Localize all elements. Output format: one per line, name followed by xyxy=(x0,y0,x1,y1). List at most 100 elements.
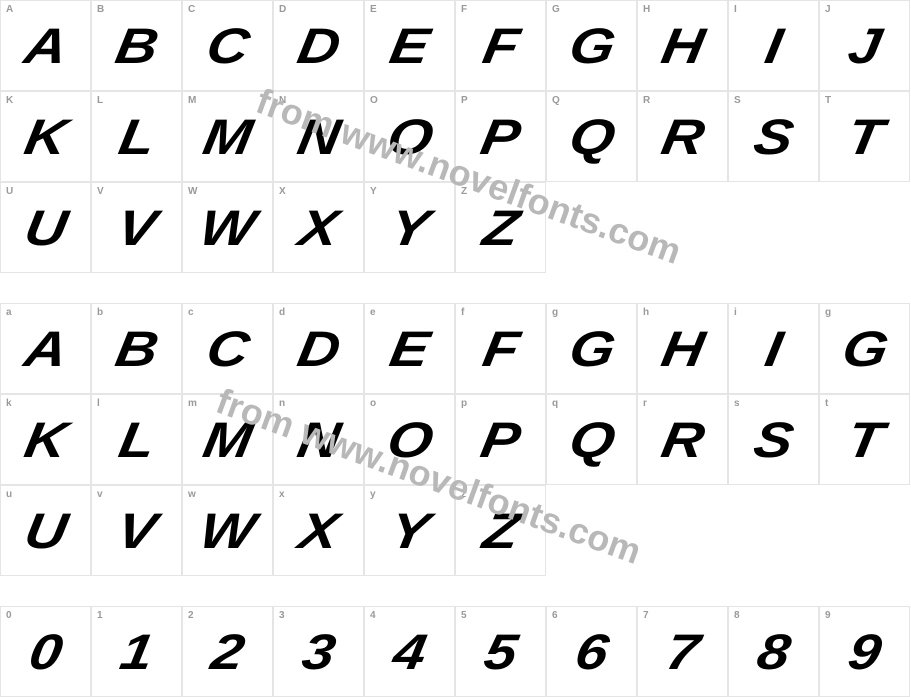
charmap-cell: PP xyxy=(455,91,546,182)
glyph: W xyxy=(197,506,259,556)
charmap-cell: AA xyxy=(0,0,91,91)
glyph: M xyxy=(200,415,256,465)
glyph: K xyxy=(21,112,70,162)
glyph: P xyxy=(477,415,523,465)
glyph: A xyxy=(21,21,70,71)
charmap-cell: KK xyxy=(0,91,91,182)
glyph: U xyxy=(21,203,70,253)
glyph: J xyxy=(845,21,885,71)
glyph-wrap: G xyxy=(547,304,636,393)
glyph-wrap: E xyxy=(365,304,454,393)
charmap-cell: 88 xyxy=(728,606,819,697)
charmap-cell: kK xyxy=(0,394,91,485)
glyph: 6 xyxy=(572,627,612,677)
charmap-cell: lL xyxy=(91,394,182,485)
glyph: Y xyxy=(386,506,432,556)
glyph-wrap: K xyxy=(1,92,90,181)
glyph-wrap: P xyxy=(456,395,545,484)
glyph-wrap: 6 xyxy=(547,607,636,696)
charmap-cell: aA xyxy=(0,303,91,394)
charmap-cell: RR xyxy=(637,91,728,182)
glyph: O xyxy=(383,415,435,465)
glyph-wrap: S xyxy=(729,395,818,484)
charmap-cell: 99 xyxy=(819,606,910,697)
charmap-row: aAbBcCdDeEfFgGhHiIgG xyxy=(0,303,911,394)
charmap-row: AABBCCDDEEFFGGHHIIJJ xyxy=(0,0,911,91)
charmap-cell: NN xyxy=(273,91,364,182)
glyph: 4 xyxy=(390,627,430,677)
glyph-wrap: J xyxy=(820,1,909,90)
glyph: D xyxy=(294,21,343,71)
charmap-cell: nN xyxy=(273,394,364,485)
charmap-cell: qQ xyxy=(546,394,637,485)
charmap-cell: yY xyxy=(364,485,455,576)
glyph: R xyxy=(658,415,707,465)
glyph: Q xyxy=(565,112,617,162)
glyph-wrap: 8 xyxy=(729,607,818,696)
glyph-wrap: G xyxy=(820,304,909,393)
glyph: Z xyxy=(479,203,522,253)
charmap-cell: fF xyxy=(455,303,546,394)
glyph-wrap: Z xyxy=(456,486,545,575)
glyph: I xyxy=(762,21,786,71)
glyph: G xyxy=(565,21,617,71)
charmap-cell: 33 xyxy=(273,606,364,697)
glyph-wrap: W xyxy=(183,183,272,272)
charmap-cell: cC xyxy=(182,303,273,394)
glyph-wrap: O xyxy=(365,92,454,181)
glyph-wrap: I xyxy=(729,304,818,393)
glyph: W xyxy=(197,203,259,253)
glyph: N xyxy=(294,112,343,162)
glyph-wrap: Y xyxy=(365,486,454,575)
glyph: V xyxy=(113,203,159,253)
charmap-cell: 22 xyxy=(182,606,273,697)
glyph: T xyxy=(843,112,886,162)
section-gap xyxy=(0,576,911,606)
glyph: 2 xyxy=(208,627,248,677)
glyph: Y xyxy=(386,203,432,253)
glyph: H xyxy=(658,21,707,71)
glyph: T xyxy=(843,415,886,465)
glyph: K xyxy=(21,415,70,465)
glyph: X xyxy=(295,506,341,556)
glyph-wrap: L xyxy=(92,92,181,181)
glyph-wrap: X xyxy=(274,486,363,575)
charmap-cell: 66 xyxy=(546,606,637,697)
glyph-wrap: C xyxy=(183,1,272,90)
charmap-cell: HH xyxy=(637,0,728,91)
section-gap xyxy=(0,273,911,303)
glyph-wrap: Z xyxy=(456,183,545,272)
glyph-wrap: C xyxy=(183,304,272,393)
glyph: N xyxy=(294,415,343,465)
glyph-wrap: M xyxy=(183,395,272,484)
charmap-row: 00112233445566778899 xyxy=(0,606,911,697)
glyph-wrap: S xyxy=(729,92,818,181)
charmap-cell: pP xyxy=(455,394,546,485)
charmap-cell: DD xyxy=(273,0,364,91)
charmap-cell: wW xyxy=(182,485,273,576)
glyph: X xyxy=(295,203,341,253)
charmap-cell: 44 xyxy=(364,606,455,697)
charmap-cell: LL xyxy=(91,91,182,182)
glyph-wrap: U xyxy=(1,183,90,272)
glyph-wrap: G xyxy=(547,1,636,90)
charmap-cell: oO xyxy=(364,394,455,485)
glyph: F xyxy=(479,21,522,71)
glyph: H xyxy=(658,324,707,374)
glyph-wrap: 1 xyxy=(92,607,181,696)
glyph: C xyxy=(203,21,252,71)
glyph-wrap: 0 xyxy=(1,607,90,696)
charmap-cell: rR xyxy=(637,394,728,485)
glyph: S xyxy=(750,112,796,162)
glyph: E xyxy=(386,324,432,374)
glyph: A xyxy=(21,324,70,374)
glyph: 7 xyxy=(663,627,703,677)
glyph: 0 xyxy=(26,627,66,677)
charmap-cell: bB xyxy=(91,303,182,394)
glyph: 5 xyxy=(481,627,521,677)
glyph-wrap: A xyxy=(1,304,90,393)
charmap-row: KKLLMMNNOOPPQQRRSSTT xyxy=(0,91,911,182)
charmap-cell: dD xyxy=(273,303,364,394)
font-character-map: AABBCCDDEEFFGGHHIIJJKKLLMMNNOOPPQQRRSSTT… xyxy=(0,0,911,697)
glyph-wrap: W xyxy=(183,486,272,575)
